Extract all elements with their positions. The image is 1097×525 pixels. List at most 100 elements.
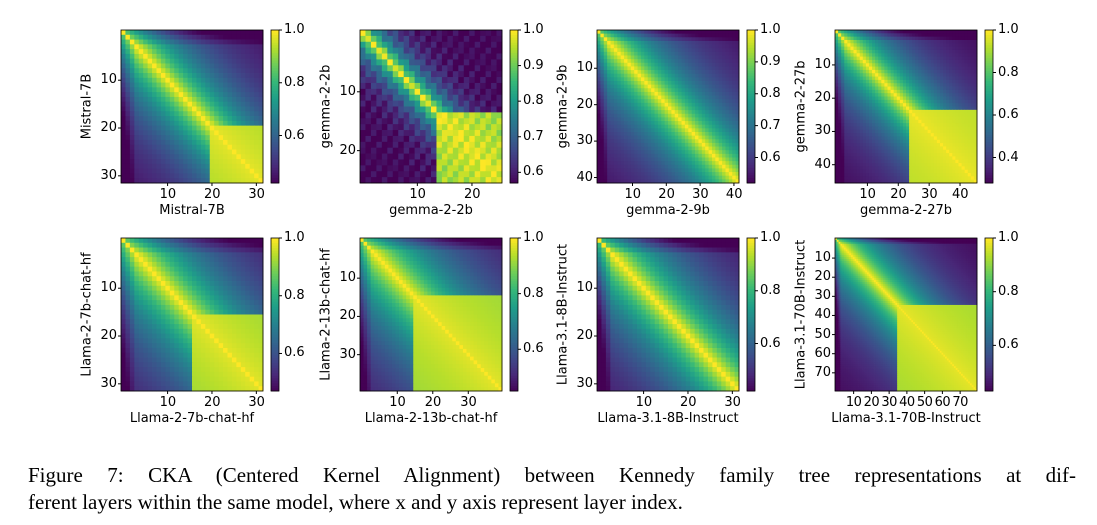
colorbar-segment [271, 126, 279, 130]
heatmap-cell [862, 63, 867, 67]
heatmap-cell [174, 39, 180, 45]
heatmap-cell [209, 96, 215, 103]
heatmap-cell [480, 147, 487, 154]
heatmap-cell [654, 99, 659, 104]
heatmap-cell [859, 116, 864, 121]
heatmap-cell [138, 154, 144, 160]
heatmap-cell [637, 51, 642, 56]
heatmap-cell [936, 66, 941, 71]
heatmap-cell [138, 173, 144, 179]
heatmap-cell [850, 39, 854, 44]
heatmap-cell [187, 159, 193, 165]
heatmap-cell [909, 56, 913, 61]
heatmap-cell [844, 66, 848, 71]
heatmap-cell [725, 40, 730, 45]
colorbar-segment [271, 160, 279, 163]
heatmap-cell [701, 132, 706, 137]
heatmap-cell [485, 177, 492, 184]
heatmap-cell [936, 69, 941, 74]
heatmap-cell [674, 62, 679, 67]
heatmap-cell [890, 83, 895, 87]
heatmap-cell [496, 30, 503, 37]
heatmap-cell [681, 168, 686, 173]
heatmap-cell [600, 139, 605, 144]
y-tick-label: 10 [576, 60, 593, 76]
heatmap-cell [701, 102, 706, 107]
heatmap-cell [859, 46, 864, 51]
heatmap-cell [875, 56, 879, 61]
heatmap-cell [603, 179, 608, 184]
heatmap-cell [952, 56, 956, 61]
colorbar-segment [510, 40, 518, 44]
heatmap-cell [125, 116, 131, 122]
heatmap-cell [156, 149, 162, 155]
colorbar-segment [747, 70, 755, 74]
heatmap-cell [227, 87, 233, 93]
heatmap-cell [967, 69, 972, 74]
heatmap-cell [688, 168, 693, 173]
heatmap-cell [231, 120, 237, 127]
heatmap-cell [214, 159, 220, 165]
heatmap-cell [711, 81, 716, 86]
heatmap-cell [939, 89, 944, 94]
heatmap-cell [939, 39, 944, 44]
heatmap-cell [387, 124, 394, 131]
heatmap-cell [637, 44, 642, 49]
heatmap-cell [147, 73, 153, 79]
heatmap-cell [856, 109, 861, 114]
heatmap-cell [431, 153, 437, 160]
heatmap-cell [480, 47, 487, 54]
heatmap-cell [705, 168, 709, 173]
heatmap-cell [970, 89, 975, 94]
heatmap-cell [688, 66, 693, 71]
heatmap-cell [678, 95, 682, 100]
heatmap-cell [597, 51, 601, 56]
heatmap-cell [936, 63, 941, 67]
heatmap-cell [125, 30, 131, 36]
heatmap-cell [872, 73, 876, 77]
heatmap-cell [425, 118, 432, 125]
heatmap-cell [946, 106, 950, 111]
heatmap-cell [884, 76, 888, 81]
heatmap-cell [930, 33, 935, 38]
heatmap-cell [711, 161, 716, 166]
heatmap-cell [183, 154, 188, 160]
heatmap-cell [722, 73, 726, 78]
heatmap-cell [671, 175, 676, 180]
heatmap-cell [431, 41, 437, 49]
heatmap-cell [722, 164, 726, 169]
heatmap-cell [671, 106, 676, 111]
heatmap-cell [178, 96, 184, 103]
heatmap-cell [847, 86, 851, 91]
heatmap-cell [644, 142, 649, 147]
heatmap-cell [695, 59, 699, 64]
heatmap-cell [205, 101, 211, 107]
heatmap-cell [240, 111, 246, 117]
heatmap-cell [178, 63, 184, 69]
heatmap-cell [452, 171, 459, 178]
heatmap-cell [231, 135, 237, 141]
heatmap-cell [708, 139, 713, 144]
heatmap-cell [918, 56, 922, 61]
heatmap-cell [924, 89, 929, 94]
heatmap-cell [674, 150, 679, 155]
heatmap-cell [485, 153, 492, 160]
heatmap-cell [902, 93, 907, 97]
heatmap-cell [174, 82, 180, 88]
heatmap-cell [624, 124, 628, 129]
heatmap-cell [961, 33, 966, 38]
colorbar-segment [510, 32, 518, 36]
heatmap-cell [138, 159, 144, 165]
heatmap-cell [943, 96, 947, 101]
heatmap-cell [647, 51, 652, 56]
heatmap-cell [205, 44, 211, 50]
heatmap-cell [637, 59, 642, 64]
heatmap-cell [844, 59, 848, 64]
heatmap-cell [600, 81, 605, 86]
heatmap-cell [600, 113, 605, 118]
heatmap-cell [684, 40, 689, 45]
heatmap-cell [844, 83, 848, 87]
heatmap-cell [209, 73, 215, 79]
heatmap-cell [939, 103, 944, 107]
heatmap-cell [597, 139, 601, 144]
